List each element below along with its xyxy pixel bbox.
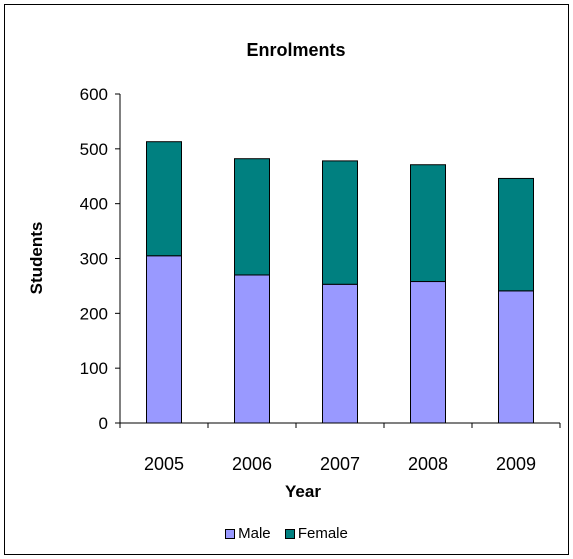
x-tick-label: 2009: [496, 454, 536, 474]
y-tick-label: 600: [80, 85, 108, 104]
x-tick-label: 2005: [144, 454, 184, 474]
bar-male-2007: [322, 283, 358, 424]
x-axis-label: Year: [285, 482, 321, 501]
y-tick-label: 300: [80, 250, 108, 269]
bar-female-2008: [410, 164, 446, 283]
legend: Male Female: [0, 525, 573, 543]
chart-title: Enrolments: [246, 40, 345, 60]
bar-female-2009: [498, 177, 534, 292]
male-swatch-icon: [225, 528, 236, 539]
legend-label-male: Male: [238, 525, 271, 542]
y-axis-label: Students: [27, 222, 46, 295]
legend-label-female: Female: [297, 525, 348, 542]
legend-item-male: Male: [225, 525, 271, 542]
bar-male-2005: [146, 255, 182, 424]
bar-female-2006: [234, 158, 270, 276]
x-tick-label: 2006: [232, 454, 272, 474]
bar-male-2009: [498, 290, 534, 424]
y-tick-label: 0: [99, 414, 108, 433]
y-tick-label: 100: [80, 359, 108, 378]
plot-area: 0 100 200 300 400 500 600 2005 2006 2007 2008 2009: [80, 85, 561, 474]
x-tick-label: 2007: [320, 454, 360, 474]
y-tick-label: 500: [80, 140, 108, 159]
bar-male-2008: [410, 281, 446, 424]
bar-female-2005: [146, 141, 182, 257]
female-swatch-icon: [284, 528, 295, 539]
y-tick-label: 200: [80, 304, 108, 323]
bar-male-2006: [234, 274, 270, 424]
y-tick-label: 400: [80, 195, 108, 214]
chart-frame: [4, 4, 569, 555]
x-tick-label: 2008: [408, 454, 448, 474]
legend-item-female: Female: [284, 525, 348, 542]
bar-female-2007: [322, 160, 358, 285]
